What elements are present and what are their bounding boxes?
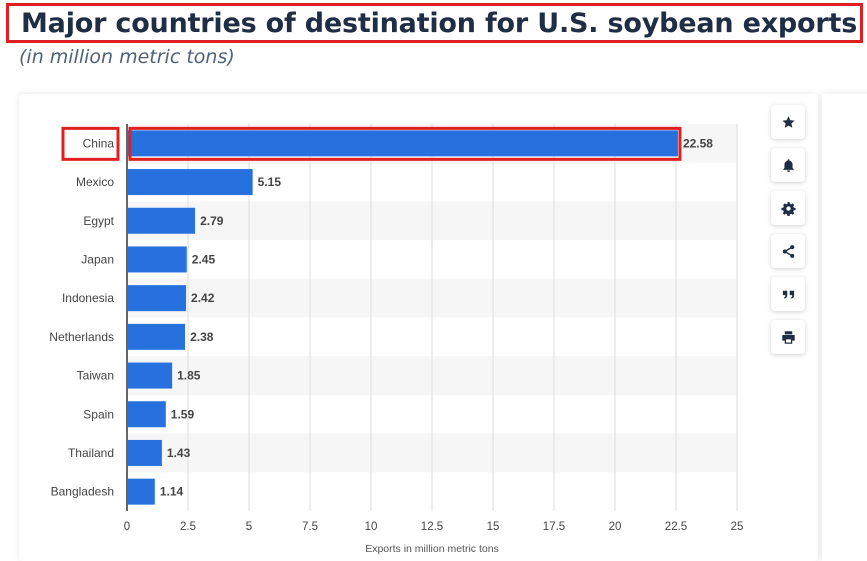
- x-tick-label: 12.5: [421, 521, 443, 533]
- value-label: 22.58: [683, 136, 713, 150]
- category-label: Mexico: [76, 175, 114, 189]
- x-tick-label: 5: [246, 521, 252, 533]
- category-label: Spain: [83, 407, 114, 421]
- bar-japan: [128, 246, 187, 273]
- highlight-bar-box: [128, 126, 682, 161]
- bar-indonesia: [128, 285, 187, 312]
- x-tick-label: 2.5: [180, 521, 196, 533]
- x-tick-label: 15: [487, 521, 500, 533]
- category-label: Indonesia: [62, 291, 114, 305]
- value-label: 2.42: [191, 291, 215, 305]
- bar-netherlands: [128, 323, 186, 350]
- bar-bangladesh: [128, 478, 155, 505]
- value-label: 1.59: [171, 407, 195, 421]
- cite-button[interactable]: [771, 277, 805, 311]
- print-icon: [781, 330, 795, 344]
- bar-china: [128, 130, 678, 157]
- x-tick-label: 17.5: [543, 521, 565, 533]
- gear-icon: [780, 201, 796, 216]
- category-label: China: [83, 136, 115, 150]
- category-label: Bangladesh: [51, 485, 114, 499]
- bar-taiwan: [128, 362, 173, 389]
- page-title: Major countries of destination for U.S. …: [21, 8, 860, 39]
- side-panel: [822, 94, 867, 561]
- favorite-button[interactable]: [771, 105, 805, 139]
- notification-button[interactable]: [771, 148, 805, 182]
- x-tick-label: 7.5: [302, 521, 318, 533]
- value-label: 1.43: [167, 446, 191, 460]
- bar-egypt: [128, 207, 196, 234]
- settings-button[interactable]: [771, 191, 805, 225]
- bar-thailand: [128, 439, 162, 466]
- x-tick-label: 22.5: [665, 521, 687, 533]
- x-tick-label: 25: [731, 521, 744, 533]
- share-icon: [782, 244, 794, 258]
- category-label: Taiwan: [77, 369, 114, 383]
- value-label: 1.85: [177, 369, 201, 383]
- value-label: 2.79: [200, 214, 224, 228]
- bar-mexico: [128, 169, 253, 196]
- share-button[interactable]: [771, 234, 805, 268]
- category-label: Thailand: [68, 446, 114, 460]
- star-icon: [781, 115, 795, 128]
- title-highlight: Major countries of destination for U.S. …: [6, 3, 863, 43]
- category-label: Japan: [81, 252, 114, 266]
- x-axis-title: Exports in million metric tons: [365, 543, 499, 555]
- highlight-category-box: [61, 126, 120, 161]
- category-label: Netherlands: [49, 330, 114, 344]
- page-subtitle: (in million metric tons): [19, 46, 235, 68]
- bell-icon: [782, 158, 794, 172]
- x-tick-label: 20: [609, 521, 622, 533]
- bar-spain: [128, 401, 166, 428]
- value-label: 5.15: [258, 175, 282, 189]
- category-label: Egypt: [83, 214, 114, 228]
- x-tick-label: 0: [124, 521, 130, 533]
- value-label: 2.45: [192, 252, 216, 266]
- print-button[interactable]: [771, 320, 805, 354]
- x-tick-label: 10: [365, 521, 378, 533]
- value-label: 1.14: [160, 485, 184, 499]
- quote-icon: [782, 290, 794, 299]
- value-label: 2.38: [190, 330, 214, 344]
